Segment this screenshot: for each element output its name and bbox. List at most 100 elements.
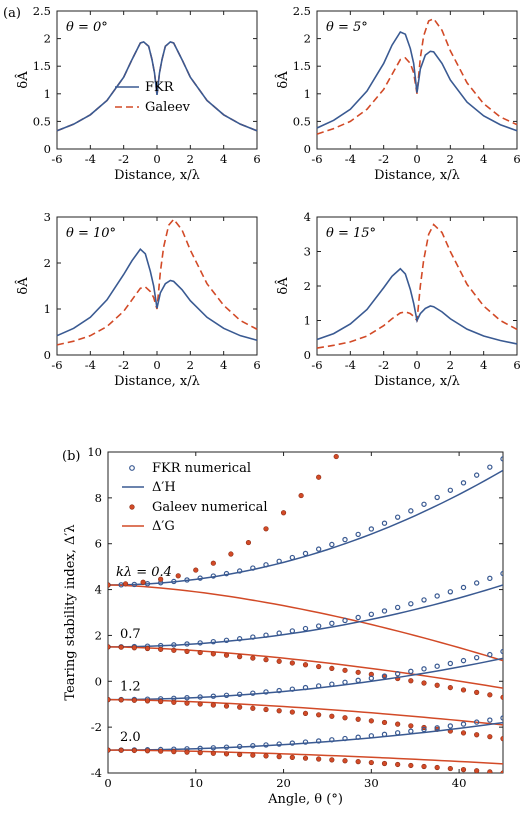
chart-panel-b: 0 10 20 30 40 -4 -2 0 2 4 6 8 10 Angle, θ (°) Tearing …	[63, 445, 504, 807]
galeev-numerical-point	[250, 655, 256, 661]
fkr-numerical-point	[329, 541, 335, 548]
galeev-numerical-point	[118, 697, 124, 703]
galeev-numerical-point	[381, 760, 388, 767]
y-tick-label: 4	[304, 210, 311, 224]
fkr-numerical-point	[368, 611, 375, 617]
x-tick-label: 4	[480, 152, 487, 166]
chart-panel-3: -6 -4 -2 0 2 4 6 0 1 2 3 Distance, x/λ δÂ θ = 10°	[15, 210, 261, 389]
galeev-numerical-point	[223, 652, 230, 658]
series-line-galeev	[316, 17, 518, 135]
x-tick-label: -6	[311, 152, 322, 166]
y-tick-label: 1	[44, 87, 51, 101]
y-tick-label: 1	[304, 314, 311, 328]
x-tick-label: 0	[153, 358, 160, 372]
galeev-numerical-point	[197, 649, 203, 656]
galeev-numerical-point	[158, 698, 164, 705]
fkr-numerical-point	[355, 677, 361, 684]
galeev-numerical-point	[355, 759, 361, 765]
x-tick-label: -6	[51, 152, 62, 166]
y-tick-label: 0	[44, 142, 51, 156]
galeev-numerical-point	[184, 749, 190, 755]
galeev-numerical-point	[329, 757, 335, 763]
fkr-numerical-point	[421, 666, 427, 672]
fkr-numerical-point	[394, 514, 401, 520]
x-axis-label: Distance, x/λ	[374, 374, 460, 389]
fkr-numerical-point	[355, 614, 361, 621]
galeev-numerical-point	[316, 756, 322, 762]
galeev-numerical-point	[131, 697, 137, 703]
x-tick-label: 0	[104, 776, 111, 790]
galeev-numerical-point	[329, 713, 335, 719]
galeev-numerical-point	[158, 748, 164, 754]
galeev-numerical-point	[131, 645, 137, 651]
x-tick-label: 2	[187, 152, 194, 166]
galeev-numerical-point	[316, 663, 322, 670]
x-tick-label: 4	[480, 358, 487, 372]
galeev-numerical-point	[474, 768, 480, 773]
x-tick-label: 30	[364, 776, 379, 790]
fkr-numerical-point	[447, 660, 454, 667]
y-tick-label: 1.5	[293, 59, 311, 73]
galeev-numerical-point	[460, 687, 467, 693]
fkr-numerical-point	[302, 739, 309, 745]
galeev-numerical-point	[263, 526, 269, 532]
fkr-numerical-point	[355, 531, 361, 538]
fkr-numerical-point	[197, 694, 203, 700]
galeev-numerical-point	[487, 769, 493, 773]
galeev-numerical-point	[447, 684, 453, 691]
fkr-numerical-point	[434, 663, 440, 669]
fkr-numerical-point	[408, 728, 414, 734]
fkr-numerical-point	[302, 625, 309, 632]
galeev-numerical-point	[140, 579, 146, 585]
galeev-numerical-point	[158, 646, 164, 652]
fkr-numerical-point	[368, 526, 375, 532]
galeev-numerical-point	[408, 678, 414, 684]
fkr-numerical-point	[381, 520, 388, 526]
galeev-numerical-point	[276, 754, 282, 760]
galeev-numerical-point	[395, 721, 401, 727]
fkr-numerical-point	[342, 536, 348, 543]
fkr-numerical-point	[289, 686, 296, 692]
galeev-numerical-point	[158, 576, 164, 582]
fkr-numerical-point	[263, 689, 269, 695]
galeev-numerical-point	[144, 698, 151, 704]
series-line-fkr	[56, 41, 258, 132]
galeev-numerical-point	[487, 692, 493, 698]
fkr-numerical-point	[250, 743, 256, 749]
galeev-numerical-point	[474, 732, 480, 738]
fkr-numerical-point	[250, 565, 256, 571]
plot-area	[108, 453, 503, 773]
galeev-numerical-point	[289, 754, 295, 760]
fkr-numerical-point	[434, 725, 440, 731]
galeev-numerical-point	[421, 763, 427, 770]
fkr-numerical-point	[184, 641, 190, 647]
legend-label-fkr-numerical: FKR numerical	[152, 461, 251, 476]
x-axis-label: Distance, x/λ	[114, 168, 200, 183]
fkr-numerical-point	[210, 573, 217, 579]
x-tick-label: 0	[413, 152, 420, 166]
y-tick-label: 0	[95, 674, 102, 688]
y-axis-label: δÂ	[15, 277, 31, 295]
fkr-numerical-point	[315, 738, 322, 744]
galeev-numerical-point	[184, 648, 190, 655]
fkr-numerical-point	[276, 630, 282, 636]
y-tick-label: 0	[304, 142, 311, 156]
y-tick-label: 6	[95, 537, 102, 551]
legend-label-galeev: Galeev	[145, 100, 191, 115]
fkr-numerical-point	[289, 628, 296, 634]
x-tick-label: 6	[253, 358, 260, 372]
fkr-numerical-point	[421, 726, 427, 733]
fkr-numerical-point	[315, 683, 322, 689]
x-tick-label: -4	[85, 152, 96, 166]
fkr-numerical-point	[500, 456, 503, 462]
galeev-numerical-point	[329, 665, 335, 672]
fkr-numerical-point	[250, 634, 256, 640]
galeev-numerical-point	[276, 708, 282, 714]
y-tick-label: -4	[91, 766, 102, 780]
charts-group: -6 -4 -2 0 2 4 6 0 0.5 1 1.5 2 2.5 Distance, x/λ δÂ θ =…	[15, 4, 520, 807]
series-line-fkr	[316, 267, 518, 345]
fkr-numerical-point	[236, 636, 243, 642]
x-tick-label: -2	[378, 152, 389, 166]
x-tick-label: 4	[220, 358, 227, 372]
fkr-numerical-point	[263, 562, 269, 568]
